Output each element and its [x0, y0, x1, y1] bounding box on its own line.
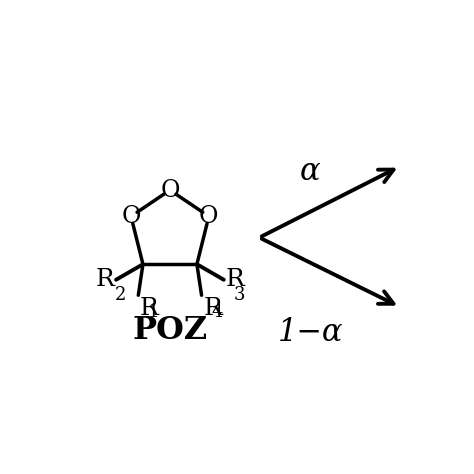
Text: 3: 3	[234, 285, 245, 303]
Text: α: α	[300, 156, 321, 187]
Text: O: O	[160, 179, 180, 201]
Text: 1−α: 1−α	[278, 317, 343, 348]
Text: R: R	[226, 268, 245, 291]
Text: R: R	[95, 268, 114, 291]
Text: R: R	[203, 297, 222, 320]
Text: 1: 1	[148, 303, 159, 321]
Text: O: O	[121, 205, 141, 228]
Text: 4: 4	[211, 303, 222, 321]
Text: 2: 2	[115, 285, 126, 303]
Text: POZ: POZ	[132, 315, 208, 346]
Text: O: O	[199, 205, 219, 228]
Text: R: R	[140, 297, 159, 320]
